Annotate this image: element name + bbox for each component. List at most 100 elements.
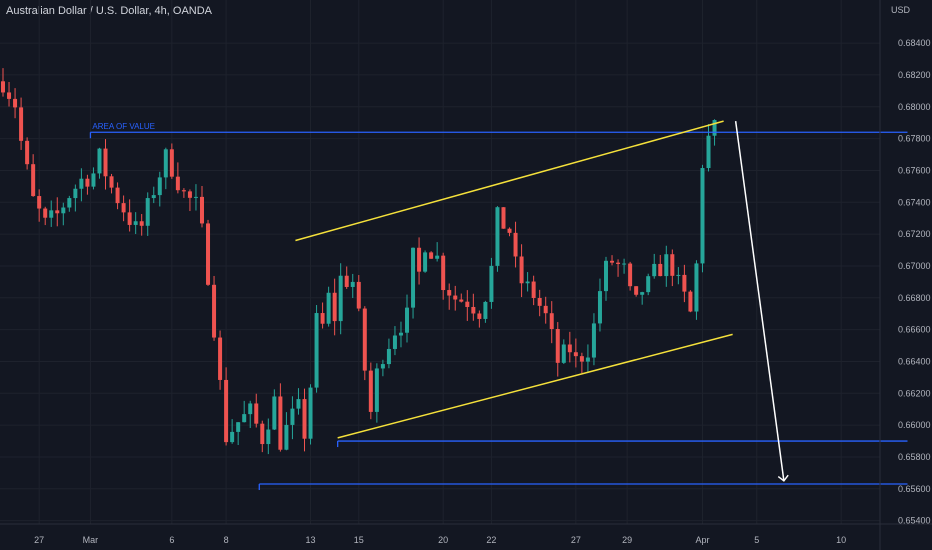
candle-down xyxy=(567,344,572,353)
candle-up xyxy=(350,281,355,287)
time-tick-label: 6 xyxy=(169,535,174,545)
candle-down xyxy=(37,196,42,209)
candle-up xyxy=(411,247,416,308)
candle-up xyxy=(290,408,295,425)
candle-up xyxy=(374,368,379,412)
candle-up xyxy=(314,313,319,388)
candle-down xyxy=(670,254,675,276)
candle-up xyxy=(284,424,289,450)
chart-title: Australian Dollar / U.S. Dollar, 4h, OAN… xyxy=(6,5,213,17)
candle-up xyxy=(91,173,96,187)
candle-up xyxy=(561,344,566,363)
candle-up xyxy=(193,196,198,198)
currency-label: USD xyxy=(890,5,910,15)
candle-up xyxy=(525,281,530,284)
price-axis[interactable]: 0.68400 0.68200 0.68000 0.67800 0.67600 0.674… xyxy=(879,0,931,550)
candle-up xyxy=(380,364,385,369)
price-tick-label: 0.67000 xyxy=(898,261,931,271)
candle-up xyxy=(712,120,717,136)
candle-down xyxy=(634,286,639,295)
channel-upper-line xyxy=(295,120,724,242)
candle-up xyxy=(73,188,78,199)
time-tick-label: Apr xyxy=(695,535,709,545)
candle-down xyxy=(85,178,90,187)
time-tick-label: 22 xyxy=(486,535,496,545)
candle-down xyxy=(362,308,367,371)
candle-down xyxy=(616,262,621,264)
time-tick-label: 27 xyxy=(571,535,581,545)
channel-lower-line xyxy=(337,333,733,439)
candle-up xyxy=(640,292,645,295)
candle-up xyxy=(664,254,669,277)
candle-up xyxy=(489,265,494,302)
candle-down xyxy=(471,306,476,314)
candle-down xyxy=(127,212,132,225)
candle-down xyxy=(55,210,60,214)
candle-down xyxy=(169,149,174,177)
price-tick-label: 0.65400 xyxy=(898,516,931,526)
candle-down xyxy=(441,255,446,291)
candle-down xyxy=(519,256,524,284)
candle-down xyxy=(682,274,687,292)
candle-down xyxy=(465,301,470,307)
candle-down xyxy=(555,329,560,363)
candle-down xyxy=(628,263,633,287)
price-tick-label: 0.67400 xyxy=(898,197,931,207)
candle-down xyxy=(302,399,307,439)
candles xyxy=(1,68,717,455)
candle-down xyxy=(212,284,217,338)
candle-up xyxy=(67,198,72,208)
candle-down xyxy=(121,203,126,213)
candle-down xyxy=(507,228,512,233)
candle-up xyxy=(706,135,711,169)
candle-down xyxy=(175,176,180,191)
price-tick-label: 0.68200 xyxy=(898,70,931,80)
candle-down xyxy=(109,176,114,188)
candle-up xyxy=(386,348,391,365)
candle-down xyxy=(344,275,349,287)
candle-up xyxy=(495,207,500,266)
projection-arrow xyxy=(734,120,789,482)
candle-down xyxy=(573,352,578,357)
candle-down xyxy=(218,337,223,380)
candle-up xyxy=(163,149,168,178)
candle-up xyxy=(676,274,681,276)
candle-up xyxy=(646,276,651,293)
price-tick-label: 0.68000 xyxy=(898,102,931,112)
candle-up xyxy=(423,252,428,272)
candle-up xyxy=(604,260,608,292)
time-tick-label: Mar xyxy=(83,535,99,545)
candle-up xyxy=(97,148,102,174)
candle-down xyxy=(429,252,434,259)
candle-down xyxy=(688,291,693,312)
time-tick-label: 27 xyxy=(34,535,44,545)
grid xyxy=(0,0,880,524)
candle-up xyxy=(597,291,602,324)
candle-down xyxy=(501,207,506,229)
price-tick-label: 0.66800 xyxy=(898,293,931,303)
candle-down xyxy=(368,370,373,412)
time-axis[interactable]: 27 Mar 6 8 13 15 20 22 27 29 Apr 5 10 xyxy=(0,523,932,545)
candle-down xyxy=(43,208,48,218)
candle-up xyxy=(272,396,277,430)
candle-down xyxy=(513,232,518,257)
candle-down xyxy=(139,221,144,226)
price-tick-label: 0.65600 xyxy=(898,484,931,494)
time-tick-label: 5 xyxy=(754,535,759,545)
candle-down xyxy=(579,356,584,362)
candle-down xyxy=(453,295,458,300)
candle-up xyxy=(61,207,66,214)
candle-up xyxy=(230,431,235,443)
candle-up xyxy=(308,387,313,439)
candle-up xyxy=(392,335,397,349)
candle-down xyxy=(7,92,12,99)
candle-up xyxy=(49,210,54,218)
candle-up xyxy=(296,399,301,409)
candle-up xyxy=(157,177,162,196)
candle-up xyxy=(145,198,150,226)
candle-down xyxy=(278,396,283,450)
candle-down xyxy=(549,313,554,330)
time-tick-label: 8 xyxy=(224,535,229,545)
candle-up xyxy=(266,429,271,445)
